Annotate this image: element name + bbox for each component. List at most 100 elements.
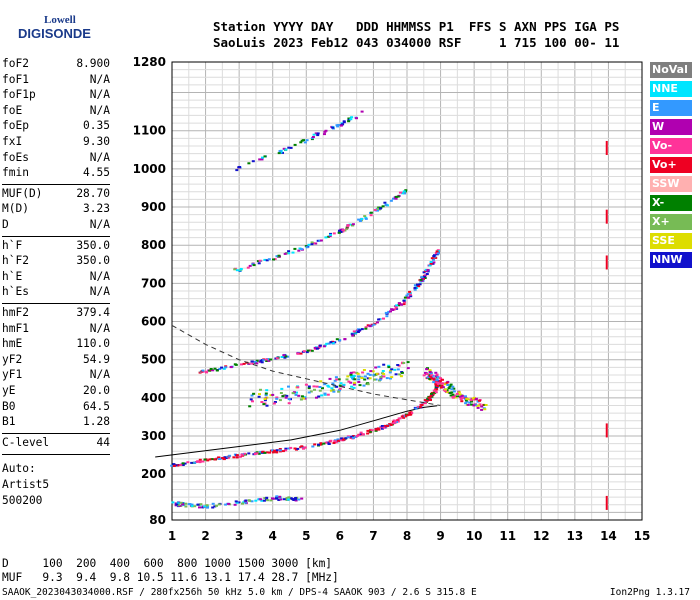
echo-point	[318, 389, 322, 392]
echo-point	[302, 350, 306, 353]
echo-point	[342, 121, 346, 124]
echo-point	[176, 464, 180, 467]
echo-point	[351, 377, 355, 380]
echo-point	[405, 414, 409, 417]
echo-point	[263, 451, 267, 454]
echo-point	[390, 376, 394, 379]
param-value: 44	[96, 435, 110, 449]
echo-point	[198, 506, 201, 509]
echo-point	[358, 220, 362, 222]
header-row1: Station YYYY DAY DDD HHMMSS P1 FFS S AXN…	[213, 19, 620, 34]
echo-point	[352, 383, 356, 386]
echo-point	[188, 503, 192, 506]
echo-point	[387, 364, 391, 367]
echo-point	[215, 369, 219, 372]
echo-point	[329, 389, 333, 392]
echo-point	[336, 125, 340, 128]
echo-point	[287, 498, 290, 501]
echo-point	[480, 408, 484, 411]
echo-point	[423, 275, 427, 278]
echo-point	[300, 248, 304, 251]
echo-point	[174, 464, 178, 467]
echo-point	[305, 246, 309, 249]
echo-point	[286, 355, 290, 358]
echo-point	[414, 407, 418, 410]
echo-point	[434, 252, 438, 255]
echo-point	[281, 395, 285, 398]
echo-point	[398, 191, 402, 194]
echo-point	[389, 199, 393, 202]
echo-point	[462, 396, 466, 399]
echo-point	[324, 129, 328, 132]
echo-point	[408, 293, 412, 296]
echo-point	[402, 362, 406, 364]
echo-point	[480, 405, 484, 408]
echo-point	[340, 437, 344, 440]
echo-point	[377, 365, 381, 368]
legend-item: SSW	[650, 176, 692, 192]
echo-point	[294, 393, 298, 396]
param-name: h`F2	[2, 254, 29, 268]
echo-point	[394, 195, 398, 198]
echo-point	[248, 499, 252, 502]
echo-point	[364, 327, 368, 330]
y-tick-label: 200	[141, 467, 166, 481]
echo-point	[327, 443, 331, 445]
param-row: h`F2 350.0	[2, 254, 110, 268]
echo-point	[338, 384, 342, 387]
echo-point	[381, 205, 385, 208]
echo-point	[424, 268, 428, 271]
echo-point	[256, 260, 260, 263]
param-value: N/A	[89, 150, 110, 164]
echo-point	[233, 503, 237, 506]
echo-point	[307, 387, 311, 390]
echo-point	[396, 195, 400, 198]
echo-point	[287, 250, 291, 253]
param-name: yF2	[2, 352, 23, 366]
param-row: h`F 350.0	[2, 239, 110, 253]
echo-point	[360, 377, 364, 379]
echo-point	[388, 371, 392, 374]
echo-point	[250, 360, 254, 363]
echo-point	[318, 386, 322, 388]
echo-point	[331, 342, 335, 344]
echo-point	[355, 435, 359, 437]
echo-point	[289, 146, 293, 149]
logo-line1: Lowell	[44, 14, 76, 26]
muf-value-row: MUF 9.3 9.4 9.8 10.5 11.6 13.1 17.4 28.7…	[2, 571, 339, 584]
echo-point	[344, 437, 348, 440]
echo-point	[291, 498, 295, 501]
echo-point	[430, 374, 434, 377]
echo-point	[311, 445, 315, 448]
echo-point	[318, 344, 322, 347]
echo-point	[379, 376, 383, 378]
param-name: foF2	[2, 57, 29, 70]
x-tick-label: 9	[436, 529, 444, 543]
echo-point	[351, 334, 355, 337]
echo-point	[392, 419, 396, 422]
param-value: N/A	[89, 269, 110, 283]
echo-point	[179, 501, 183, 504]
echo-point	[287, 496, 291, 499]
echo-point	[331, 382, 335, 385]
echo-point	[401, 192, 405, 195]
echo-point	[265, 360, 269, 362]
echo-point	[357, 378, 361, 381]
y-tick-label: 700	[141, 276, 166, 290]
echo-point	[268, 451, 271, 454]
echo-point	[346, 375, 350, 378]
echo-point	[244, 499, 248, 502]
echo-point	[258, 393, 261, 396]
echo-point	[316, 239, 320, 242]
param-name: foF1p	[2, 88, 36, 102]
echo-point	[323, 383, 327, 386]
param-value: 28.70	[76, 186, 110, 200]
echo-point	[278, 448, 282, 450]
echo-point	[455, 392, 459, 395]
echo-point	[406, 293, 410, 296]
echo-point	[310, 243, 314, 246]
echo-point	[279, 498, 283, 501]
echo-point	[430, 257, 434, 260]
echo-point	[336, 438, 340, 441]
echo-point	[376, 427, 380, 430]
